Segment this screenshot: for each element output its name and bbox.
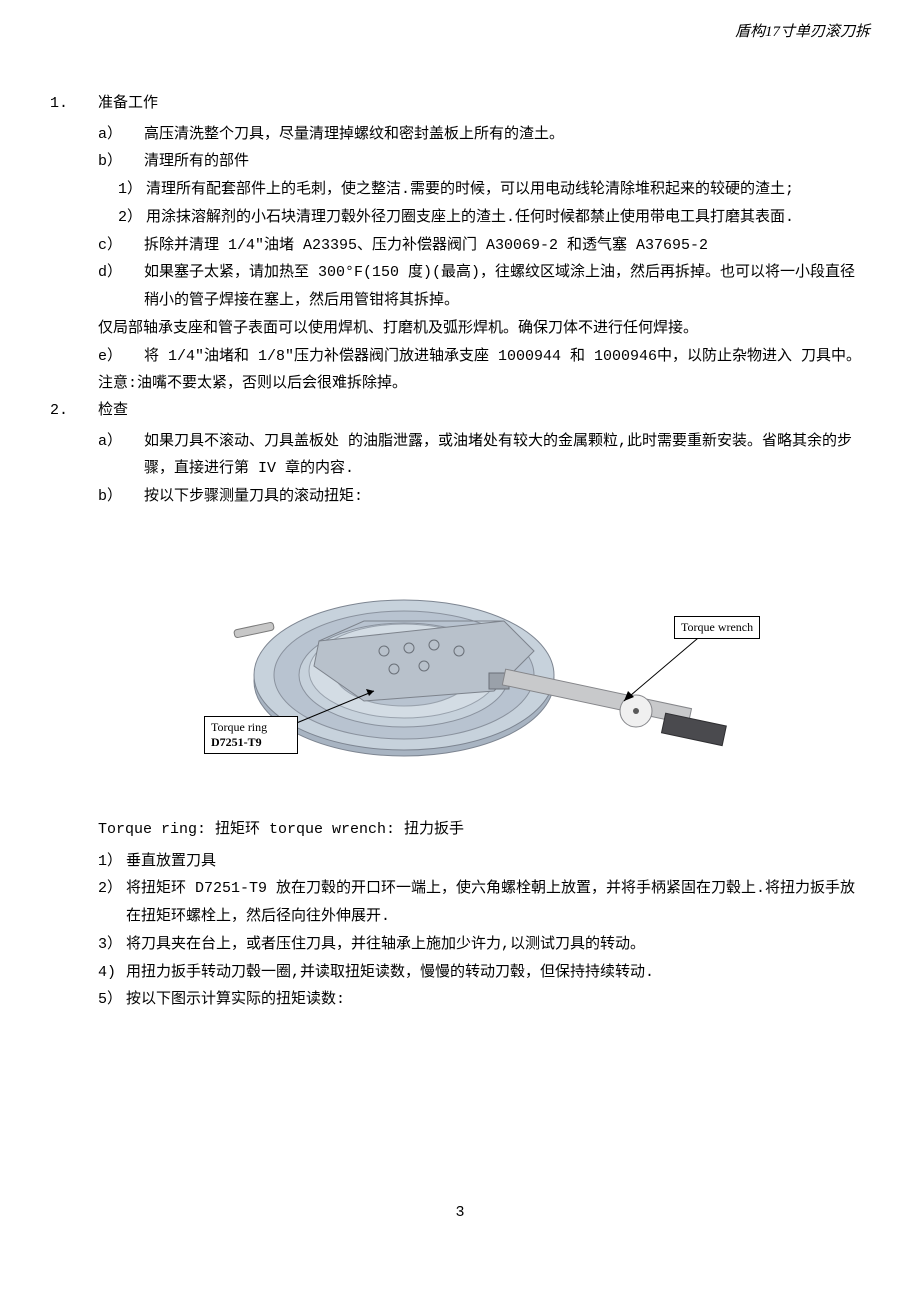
section-number: 2. xyxy=(50,398,98,424)
item-1d-note: 仅局部轴承支座和管子表面可以使用焊机、打磨机及弧形焊机。确保刀体不进行任何焊接。 xyxy=(98,315,870,343)
item-2b: b） 按以下步骤测量刀具的滚动扭矩: xyxy=(98,483,870,511)
label-left-line2: D7251-T9 xyxy=(211,735,262,749)
step-mark: 5） xyxy=(98,986,126,1014)
item-2a: a） 如果刀具不滚动、刀具盖板处 的油脂泄露，或油堵处有较大的金属颗粒,此时需要… xyxy=(98,428,870,484)
step-1: 1） 垂直放置刀具 xyxy=(98,848,870,876)
item-text: 如果塞子太紧，请加热至 300°F(150 度)(最高)，往螺纹区域涂上油，然后… xyxy=(144,259,870,315)
section-1: 1. 准备工作 xyxy=(50,91,870,117)
item-1a: a） 高压清洗整个刀具，尽量清理掉螺纹和密封盖板上所有的渣土。 xyxy=(98,121,870,149)
item-mark: b） xyxy=(98,148,144,176)
figure-label-right: Torque wrench xyxy=(674,616,760,639)
step-5: 5） 按以下图示计算实际的扭矩读数: xyxy=(98,986,870,1014)
item-text: 拆除并清理 1/4"油堵 A23395、压力补偿器阀门 A30069‐2 和透气… xyxy=(144,232,870,260)
section-title: 准备工作 xyxy=(98,91,158,117)
section-2-body: a） 如果刀具不滚动、刀具盖板处 的油脂泄露，或油堵处有较大的金属颗粒,此时需要… xyxy=(50,428,870,1015)
item-1c: c） 拆除并清理 1/4"油堵 A23395、压力补偿器阀门 A30069‐2 … xyxy=(98,232,870,260)
step-mark: 1） xyxy=(98,848,126,876)
item-mark: e） xyxy=(98,343,144,371)
step-mark: 4) xyxy=(98,959,126,987)
figure-label-left: Torque ring D7251-T9 xyxy=(204,716,298,754)
sub-text: 清理所有配套部件上的毛刺，使之整洁.需要的时候，可以用电动线轮清除堆积起来的较硬… xyxy=(146,176,870,204)
section-1-body: a） 高压清洗整个刀具，尽量清理掉螺纹和密封盖板上所有的渣土。 b） 清理所有的… xyxy=(50,121,870,399)
label-right-text: Torque wrench xyxy=(681,620,753,634)
step-text: 用扭力扳手转动刀毂一圈,并读取扭矩读数，慢慢的转动刀毂，但保持持续转动. xyxy=(126,959,870,987)
item-mark: a） xyxy=(98,121,144,149)
item-1e: e） 将 1/4"油堵和 1/8"压力补偿器阀门放进轴承支座 1000944 和… xyxy=(98,343,870,371)
item-1b-subs: 1） 清理所有配套部件上的毛刺，使之整洁.需要的时候，可以用电动线轮清除堆积起来… xyxy=(98,176,870,232)
item-mark: b） xyxy=(98,483,144,511)
item-2b-steps: 1） 垂直放置刀具 2） 将扭矩环 D7251‐T9 放在刀毂的开口环一端上，使… xyxy=(98,848,870,1015)
item-text: 如果刀具不滚动、刀具盖板处 的油脂泄露，或油堵处有较大的金属颗粒,此时需要重新安… xyxy=(144,428,870,484)
sub-1b2: 2） 用涂抹溶解剂的小石块清理刀毂外径刀圈支座上的渣土.任何时候都禁止使用带电工… xyxy=(118,204,870,232)
item-mark: d） xyxy=(98,259,144,315)
sub-mark: 1） xyxy=(118,176,146,204)
torque-figure: Torque ring D7251-T9 Torque wrench xyxy=(204,521,764,801)
step-mark: 3） xyxy=(98,931,126,959)
step-text: 将刀具夹在台上，或者压住刀具，并往轴承上施加少许力,以测试刀具的转动。 xyxy=(126,931,870,959)
page-header-right: 盾构17寸单刃滚刀拆 xyxy=(50,20,870,41)
sub-1b1: 1） 清理所有配套部件上的毛刺，使之整洁.需要的时候，可以用电动线轮清除堆积起来… xyxy=(118,176,870,204)
item-1b: b） 清理所有的部件 xyxy=(98,148,870,176)
figure-caption: Torque ring: 扭矩环 torque wrench: 扭力扳手 xyxy=(98,816,870,844)
sub-text: 用涂抹溶解剂的小石块清理刀毂外径刀圈支座上的渣土.任何时候都禁止使用带电工具打磨… xyxy=(146,204,870,232)
step-mark: 2） xyxy=(98,875,126,931)
item-1d: d） 如果塞子太紧，请加热至 300°F(150 度)(最高)，往螺纹区域涂上油… xyxy=(98,259,870,315)
step-text: 垂直放置刀具 xyxy=(126,848,870,876)
item-text: 高压清洗整个刀具，尽量清理掉螺纹和密封盖板上所有的渣土。 xyxy=(144,121,870,149)
item-mark: c） xyxy=(98,232,144,260)
section-number: 1. xyxy=(50,91,98,117)
item-text: 按以下步骤测量刀具的滚动扭矩: xyxy=(144,483,870,511)
page-number: 3 xyxy=(50,1204,870,1221)
torque-diagram-svg xyxy=(204,521,764,801)
item-1e-note: 注意:油嘴不要太紧，否则以后会很难拆除掉。 xyxy=(98,370,870,398)
step-2: 2） 将扭矩环 D7251‐T9 放在刀毂的开口环一端上，使六角螺栓朝上放置，并… xyxy=(98,875,870,931)
sub-mark: 2） xyxy=(118,204,146,232)
label-left-line1: Torque ring xyxy=(211,720,267,734)
step-text: 按以下图示计算实际的扭矩读数: xyxy=(126,986,870,1014)
item-text: 将 1/4"油堵和 1/8"压力补偿器阀门放进轴承支座 1000944 和 10… xyxy=(144,343,870,371)
item-mark: a） xyxy=(98,428,144,484)
document-page: 盾构17寸单刃滚刀拆 1. 准备工作 a） 高压清洗整个刀具，尽量清理掉螺纹和密… xyxy=(0,0,920,1261)
step-4: 4) 用扭力扳手转动刀毂一圈,并读取扭矩读数，慢慢的转动刀毂，但保持持续转动. xyxy=(98,959,870,987)
figure-wrap: Torque ring D7251-T9 Torque wrench xyxy=(98,521,870,801)
section-title: 检查 xyxy=(98,398,128,424)
section-2: 2. 检查 xyxy=(50,398,870,424)
step-3: 3） 将刀具夹在台上，或者压住刀具，并往轴承上施加少许力,以测试刀具的转动。 xyxy=(98,931,870,959)
step-text: 将扭矩环 D7251‐T9 放在刀毂的开口环一端上，使六角螺栓朝上放置，并将手柄… xyxy=(126,875,870,931)
item-text: 清理所有的部件 xyxy=(144,148,870,176)
